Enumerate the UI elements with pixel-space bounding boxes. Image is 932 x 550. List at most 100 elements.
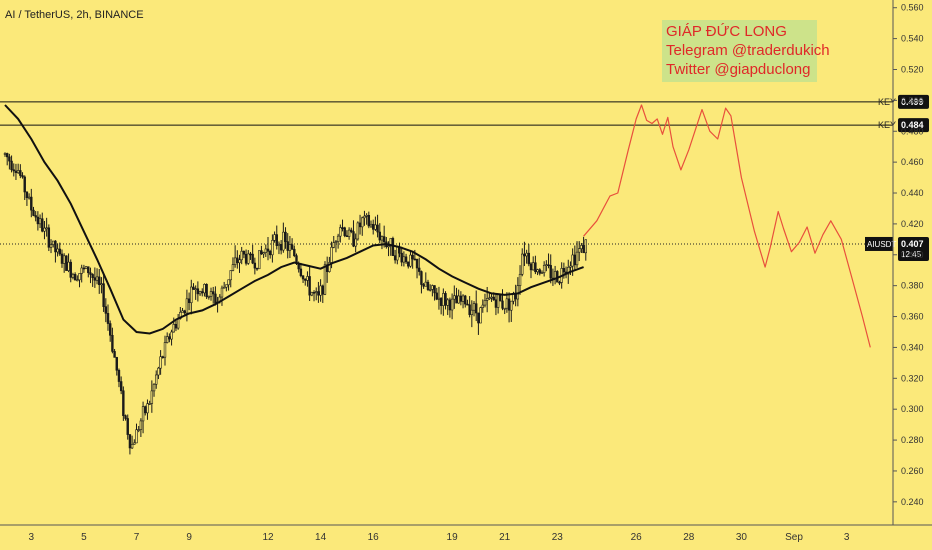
- author-watermark: GIÁP ĐỨC LONG Telegram @traderdukich Twi…: [662, 20, 830, 82]
- candle-body: [426, 281, 430, 290]
- candle-body: [477, 312, 480, 324]
- candle-body: [573, 254, 577, 266]
- candle-body: [54, 240, 57, 253]
- candle-body: [255, 267, 259, 270]
- candle-body: [137, 429, 140, 431]
- candle-body: [501, 300, 504, 309]
- candle-body: [558, 281, 561, 284]
- candle-body: [422, 284, 425, 287]
- candle-body: [442, 293, 445, 306]
- candle-body: [176, 318, 180, 329]
- candle-body: [584, 239, 587, 254]
- candle-body: [155, 374, 158, 385]
- y-tick-label: 0.460: [901, 157, 924, 167]
- candle-body: [5, 153, 9, 158]
- candle-body: [540, 272, 544, 274]
- candle-body: [41, 218, 44, 232]
- candle-body: [150, 390, 154, 404]
- candle-body: [49, 244, 53, 248]
- candle-body: [144, 406, 147, 414]
- x-tick-label: 26: [631, 532, 643, 543]
- candle-body: [227, 279, 230, 286]
- candle-body: [93, 277, 97, 281]
- candle-body: [488, 297, 491, 300]
- candle-body: [19, 170, 22, 176]
- candle-body: [444, 293, 447, 306]
- candle-body: [418, 267, 421, 272]
- candle-body: [448, 299, 452, 311]
- x-tick-label: 14: [315, 532, 327, 543]
- candle-body: [258, 250, 261, 270]
- candle-body: [323, 264, 327, 295]
- candle-body: [23, 176, 26, 193]
- y-tick-label: 0.340: [901, 342, 924, 352]
- candle-body: [483, 300, 487, 306]
- candle-body: [525, 252, 528, 257]
- candle-body: [244, 253, 248, 264]
- candle-body: [198, 291, 202, 295]
- candle-body: [466, 303, 469, 306]
- candle-body: [279, 243, 283, 251]
- chart-title: AI / TetherUS, 2h, BINANCE: [5, 9, 144, 21]
- candle-body: [264, 248, 268, 253]
- candle-body: [365, 214, 368, 217]
- key-level-label: KEY: [878, 97, 896, 107]
- candle-body: [10, 160, 13, 171]
- candle-body: [580, 245, 583, 249]
- candle-body: [354, 238, 357, 247]
- candle-body: [82, 267, 86, 270]
- candle-body: [527, 252, 531, 265]
- candle-body: [84, 266, 88, 269]
- candle-body: [47, 227, 51, 248]
- candle-body: [356, 222, 360, 240]
- candle-body: [284, 231, 287, 242]
- candle-body: [562, 268, 566, 273]
- watermark-name: GIÁP ĐỨC LONG: [666, 23, 787, 40]
- candle-body: [109, 323, 112, 336]
- y-tick-label: 0.440: [901, 188, 924, 198]
- candle-body: [159, 356, 162, 369]
- candle-body: [102, 283, 105, 307]
- y-tick-label: 0.500: [901, 95, 924, 105]
- candle-body: [361, 217, 364, 228]
- candle-body: [457, 295, 460, 304]
- candle-body: [122, 390, 125, 416]
- candle-body: [170, 331, 173, 340]
- candle-body: [464, 295, 467, 305]
- candle-body: [98, 276, 101, 286]
- symbol-badge-label: AIUSDT: [867, 240, 896, 249]
- candle-body: [282, 231, 285, 251]
- candle-body: [73, 274, 77, 281]
- candle-body: [126, 418, 129, 435]
- candle-body: [371, 223, 375, 230]
- x-tick-label: 19: [447, 532, 459, 543]
- candle-body: [428, 289, 432, 291]
- candle-body: [531, 262, 535, 271]
- candle-body: [87, 266, 90, 274]
- candle-body: [233, 257, 237, 265]
- key-level-value: 0.499: [901, 97, 924, 107]
- x-tick-label: 23: [552, 532, 564, 543]
- candle-body: [330, 247, 333, 263]
- candle-body: [312, 292, 316, 294]
- candle-body: [275, 234, 278, 246]
- candle-body: [523, 253, 526, 257]
- candle-body: [262, 252, 265, 255]
- candle-body: [222, 286, 226, 289]
- candle-body: [124, 415, 127, 419]
- candle-body: [207, 295, 211, 298]
- candle-body: [534, 262, 537, 273]
- current-price-badge: [898, 236, 929, 261]
- candle-body: [174, 324, 178, 329]
- candle-body: [183, 310, 186, 314]
- candle-body: [192, 286, 195, 290]
- candle-body: [27, 196, 31, 199]
- candle-body: [505, 298, 509, 309]
- candle-body: [339, 227, 342, 237]
- candle-body: [247, 253, 250, 264]
- candle-body: [117, 369, 121, 382]
- candle-body: [433, 285, 436, 294]
- candle-body: [214, 293, 217, 304]
- candle-body: [470, 309, 474, 315]
